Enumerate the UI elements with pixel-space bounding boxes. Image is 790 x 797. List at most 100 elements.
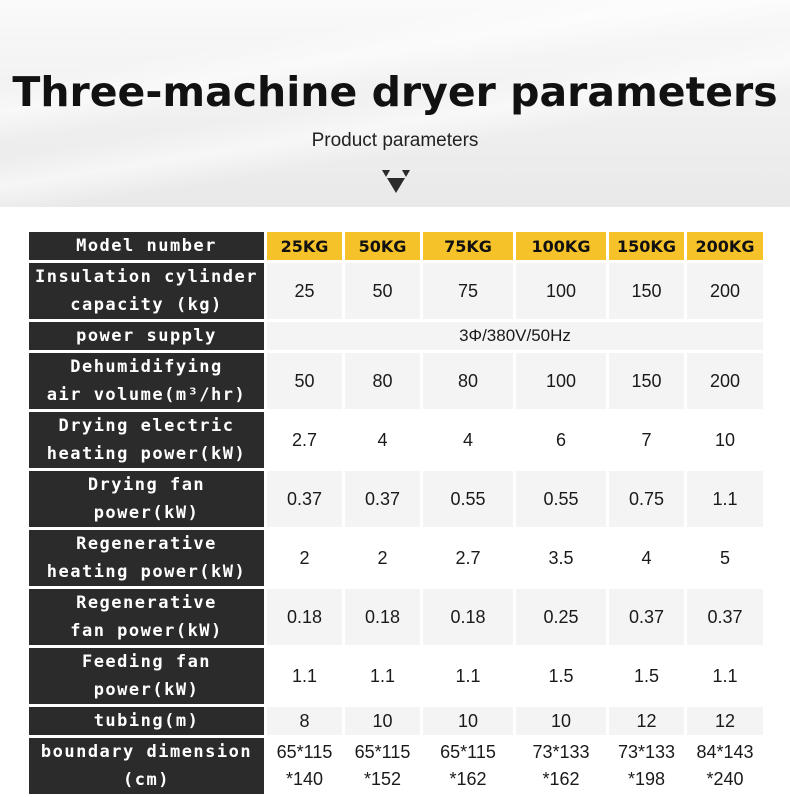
table-cell: 84*143 *240: [687, 738, 763, 794]
parameters-table: Model number 25KG 50KG 75KG 100KG 150KG 200KG I…: [26, 229, 766, 797]
model-header: 25KG: [267, 232, 342, 260]
row-label: Drying electric heating power(kW): [29, 412, 264, 468]
page-title: Three-machine dryer parameters: [12, 68, 778, 116]
cell-line: Insulation cylinder: [35, 267, 258, 287]
table-cell: 65*115 *152: [345, 738, 420, 794]
row-label: Feeding fan power(kW): [29, 648, 264, 704]
page-subtitle: Product parameters: [311, 130, 479, 151]
table-cell: 2: [267, 530, 342, 586]
table-cell: 150: [609, 353, 684, 409]
row-label: Drying fan power(kW): [29, 471, 264, 527]
table-cell: 10: [687, 412, 763, 468]
table-cell: 0.55: [423, 471, 513, 527]
header-banner: Three-machine dryer parameters Product p…: [0, 0, 790, 207]
row-label: Regenerative heating power(kW): [29, 530, 264, 586]
cell-line: capacity (kg): [70, 295, 223, 315]
cell-line: *162: [542, 769, 580, 789]
cell-line: Regenerative: [76, 534, 217, 554]
table-cell: 10: [423, 707, 513, 735]
row-label: power supply: [29, 322, 264, 350]
table-cell: 8: [267, 707, 342, 735]
row-label: boundary dimension (cm): [29, 738, 264, 794]
down-triangles-icon: [382, 170, 410, 193]
table-cell: 10: [345, 707, 420, 735]
table-cell: 0.18: [267, 589, 342, 645]
table-row: Insulation cylinder capacity (kg) 25 50 75 10…: [29, 263, 763, 319]
table-cell: 0.25: [516, 589, 606, 645]
cell-line: power supply: [76, 326, 217, 346]
table-cell: 4: [609, 530, 684, 586]
model-header: 50KG: [345, 232, 420, 260]
cell-line: 65*115: [440, 742, 496, 762]
cell-line: *152: [363, 769, 402, 789]
cell-line: Dehumidifying: [70, 357, 223, 377]
table-row: power supply 3Φ/380V/50Hz: [29, 322, 763, 350]
cell-line: 65*115: [354, 742, 411, 762]
table-cell: 80: [345, 353, 420, 409]
table-row: Regenerative fan power(kW) 0.18 0.18 0.18 0.2…: [29, 589, 763, 645]
table-cell: 5: [687, 530, 763, 586]
cell-line: 73*133: [617, 742, 676, 762]
cell-line: *162: [449, 769, 487, 789]
cell-line: *140: [285, 769, 324, 789]
table-cell: 0.18: [345, 589, 420, 645]
cell-line: 73*133: [532, 742, 590, 762]
table-cell: 1.5: [609, 648, 684, 704]
table-cell: 73*133 *162: [516, 738, 606, 794]
model-header: 100KG: [516, 232, 606, 260]
table-row: Drying electric heating power(kW) 2.7 4 4 6 7 1…: [29, 412, 763, 468]
table-cell: 73*133 *198: [609, 738, 684, 794]
cell-line: power(kW): [93, 503, 200, 523]
table-cell: 2.7: [423, 530, 513, 586]
table-cell: 1.1: [345, 648, 420, 704]
table-cell: 0.37: [687, 589, 763, 645]
row-label: Model number: [29, 232, 264, 260]
table-cell: 12: [687, 707, 763, 735]
cell-line: 65*115: [276, 742, 333, 762]
cell-line: power(kW): [93, 680, 200, 700]
table-cell: 200: [687, 353, 763, 409]
table-cell: 0.37: [609, 589, 684, 645]
table-cell: 200: [687, 263, 763, 319]
table-cell: 2.7: [267, 412, 342, 468]
table-cell: 50: [267, 353, 342, 409]
table-cell: 1.1: [687, 648, 763, 704]
table-cell: 150: [609, 263, 684, 319]
table-cell: 0.37: [267, 471, 342, 527]
table-cell: 65*115 *162: [423, 738, 513, 794]
table-cell: 0.55: [516, 471, 606, 527]
table-cell: 4: [423, 412, 513, 468]
table-row: Regenerative heating power(kW) 2 2 2.7 3.5 4 5: [29, 530, 763, 586]
table-cell: 100: [516, 353, 606, 409]
table-cell: 1.1: [423, 648, 513, 704]
table-cell: 75: [423, 263, 513, 319]
table-row: tubing(m) 8 10 10 10 12 12: [29, 707, 763, 735]
table-cell: 3Φ/380V/50Hz: [267, 322, 763, 350]
row-label: Dehumidifying air volume(m³/hr): [29, 353, 264, 409]
table-cell: 100: [516, 263, 606, 319]
model-header: 75KG: [423, 232, 513, 260]
table-row: boundary dimension (cm) 65*115 *140 65*115 *1…: [29, 738, 763, 794]
table-cell: 0.37: [345, 471, 420, 527]
table-cell: 1.1: [267, 648, 342, 704]
model-header: 150KG: [609, 232, 684, 260]
cell-line: boundary dimension: [40, 742, 253, 762]
table-cell: 3.5: [516, 530, 606, 586]
table-row: Feeding fan power(kW) 1.1 1.1 1.1 1.5 1.5 1.1: [29, 648, 763, 704]
table-cell: 80: [423, 353, 513, 409]
cell-line: *240: [706, 769, 744, 789]
table-cell: 50: [345, 263, 420, 319]
cell-line: Feeding fan: [81, 652, 212, 672]
cell-line: Drying electric: [58, 416, 235, 436]
table-row: Drying fan power(kW) 0.37 0.37 0.55 0.55 0.75 1…: [29, 471, 763, 527]
row-label: Insulation cylinder capacity (kg): [29, 263, 264, 319]
cell-line: heating power(kW): [46, 562, 247, 582]
cell-line: Regenerative: [76, 593, 217, 613]
table-cell: 1.5: [516, 648, 606, 704]
table-header-row: Model number 25KG 50KG 75KG 100KG 150KG 200KG: [29, 232, 763, 260]
cell-line: Drying fan: [87, 475, 206, 495]
table-cell: 4: [345, 412, 420, 468]
table-cell: 25: [267, 263, 342, 319]
table-cell: 1.1: [687, 471, 763, 527]
table-cell: 6: [516, 412, 606, 468]
